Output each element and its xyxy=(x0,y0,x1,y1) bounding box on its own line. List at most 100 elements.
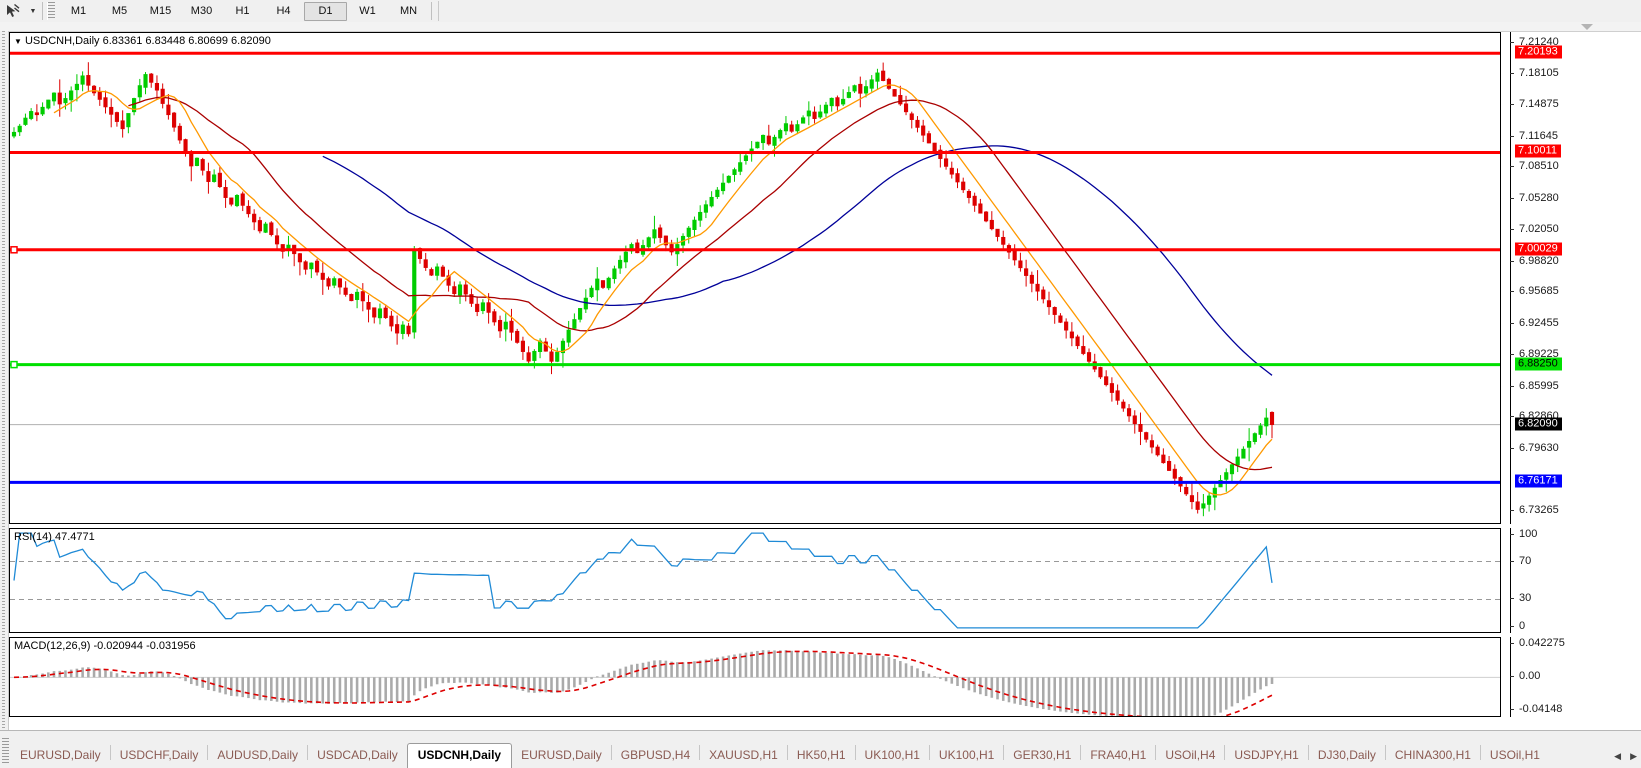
rsi-tick: 70 xyxy=(1510,555,1531,567)
chart-tabbar: EURUSD,Daily USDCHF,Daily AUDUSD,Daily USDC… xyxy=(0,730,1641,768)
price-tick: 6.92455 xyxy=(1510,317,1559,329)
chart-tabs: EURUSD,Daily USDCHF,Daily AUDUSD,Daily USDC… xyxy=(11,737,1610,768)
chart-area: ▼ USDCNH,Daily 6.83361 6.83448 6.80699 6… xyxy=(0,22,1641,744)
macd-scale[interactable]: 0.042275 0.00 -0.04148 xyxy=(1510,637,1641,717)
toolbar-empty-area xyxy=(438,1,1641,21)
rsi-label: RSI(14) 47.4771 xyxy=(14,531,95,543)
macd-tick: 0.00 xyxy=(1510,670,1540,682)
timeframe-group: M1 M5 M15 M30 H1 H4 D1 W1 MN xyxy=(58,1,434,21)
price-tick: 7.02050 xyxy=(1510,223,1559,235)
timeframe-mn[interactable]: MN xyxy=(399,5,418,17)
rsi-tick: 0 xyxy=(1510,620,1525,632)
horizontal-scrollbar[interactable] xyxy=(0,22,1641,32)
price-marker-green[interactable]: 6.88250 xyxy=(1515,357,1562,371)
timeframe-m30[interactable]: M30 xyxy=(190,5,213,17)
tab-nav[interactable]: ◀ ▶ xyxy=(1610,751,1641,768)
tab-divider xyxy=(1384,745,1386,760)
chart-panes: ▼ USDCNH,Daily 6.83361 6.83448 6.80699 6… xyxy=(9,32,1641,744)
chart-tab-ger30-h1[interactable]: GER30,H1 xyxy=(1013,748,1072,762)
tab-divider xyxy=(699,745,701,760)
tab-divider xyxy=(1479,745,1481,760)
rsi-tick: 100 xyxy=(1510,528,1537,540)
tab-divider xyxy=(1224,745,1226,760)
toolbar-divider xyxy=(42,2,43,20)
symbol-ohlc-label: ▼ USDCNH,Daily 6.83361 6.83448 6.80699 6… xyxy=(14,35,271,47)
chart-tab-usdcnh-daily[interactable]: USDCNH,Daily xyxy=(406,743,513,768)
tab-divider xyxy=(928,745,930,760)
timeframe-w1[interactable]: W1 xyxy=(359,5,376,17)
tab-divider xyxy=(109,745,111,760)
timeframe-d1[interactable]: D1 xyxy=(304,1,347,21)
macd-chart-svg xyxy=(10,650,1500,716)
price-pane[interactable]: ▼ USDCNH,Daily 6.83361 6.83448 6.80699 6… xyxy=(9,32,1501,524)
chart-tab-gbpusd-h4[interactable]: GBPUSD,H4 xyxy=(620,748,691,762)
timeframe-m5[interactable]: M5 xyxy=(111,5,128,17)
price-chart-svg xyxy=(10,51,1500,517)
toolbar: ▼ M1 M5 M15 M30 H1 H4 D1 W1 MN xyxy=(0,0,1641,23)
tab-prev-icon[interactable]: ◀ xyxy=(1614,751,1622,761)
chart-tab-usdchf-daily[interactable]: USDCHF,Daily xyxy=(119,748,199,762)
price-tick: 7.05280 xyxy=(1510,192,1559,204)
toolbar-grip[interactable] xyxy=(47,2,55,20)
price-marker-red[interactable]: 7.00029 xyxy=(1515,242,1562,256)
chart-tab-uk100-h1[interactable]: UK100,H1 xyxy=(938,748,995,762)
chart-left-grip[interactable] xyxy=(0,31,9,730)
scroll-marker-icon[interactable] xyxy=(1581,24,1593,30)
tab-divider xyxy=(610,745,612,760)
tab-divider xyxy=(786,745,788,760)
rsi-chart-svg xyxy=(10,532,1500,629)
chart-tab-china300-h1[interactable]: CHINA300,H1 xyxy=(1394,748,1471,762)
collapse-triangle-icon[interactable]: ▼ xyxy=(14,37,22,46)
tab-next-icon[interactable]: ▶ xyxy=(1630,751,1637,761)
chart-tab-xauusd-h1[interactable]: XAUUSD,H1 xyxy=(709,748,778,762)
macd-tick: 0.042275 xyxy=(1510,637,1565,649)
price-tick: 6.85995 xyxy=(1510,380,1559,392)
price-tick: 6.73265 xyxy=(1510,504,1559,516)
tab-divider xyxy=(1307,745,1309,760)
chart-tab-eurusd-daily[interactable]: EURUSD,Daily xyxy=(521,748,602,762)
price-tick: 7.11645 xyxy=(1510,130,1558,142)
chart-tab-eurusd-daily[interactable]: EURUSD,Daily xyxy=(20,748,101,762)
tab-divider xyxy=(307,745,309,760)
tab-divider xyxy=(1155,745,1157,760)
price-marker-blue[interactable]: 6.76171 xyxy=(1515,474,1562,488)
rsi-scale[interactable]: 100 70 30 0 xyxy=(1510,528,1641,633)
price-marker-red[interactable]: 7.10011 xyxy=(1515,144,1561,158)
price-tick: 6.79630 xyxy=(1510,442,1559,454)
price-tick: 7.21240 xyxy=(1510,36,1559,48)
macd-label: MACD(12,26,9) -0.020944 -0.031956 xyxy=(14,640,196,652)
rsi-pane[interactable]: RSI(14) 47.4771 xyxy=(9,528,1501,633)
macd-pane[interactable]: MACD(12,26,9) -0.020944 -0.031956 xyxy=(9,637,1501,717)
chart-tab-usoil-h4[interactable]: USOil,H4 xyxy=(1165,748,1216,762)
chart-tab-hk50-h1[interactable]: HK50,H1 xyxy=(796,748,846,762)
crosshair-cursor-icon[interactable] xyxy=(0,1,26,21)
timeframe-h4[interactable]: H4 xyxy=(276,5,291,17)
rsi-tick: 30 xyxy=(1510,592,1531,604)
price-tick: 6.98820 xyxy=(1510,255,1559,267)
price-marker-red[interactable]: 7.20193 xyxy=(1515,45,1562,59)
chart-tab-usoil-h1[interactable]: USOil,H1 xyxy=(1489,748,1540,762)
chart-tab-uk100-h1[interactable]: UK100,H1 xyxy=(864,748,920,762)
chevron-down-icon[interactable]: ▼ xyxy=(29,7,37,15)
price-tick: 7.14875 xyxy=(1510,98,1559,110)
macd-tick: -0.04148 xyxy=(1510,703,1562,715)
chart-tab-usdcad-daily[interactable]: USDCAD,Daily xyxy=(317,748,398,762)
chart-tab-fra40-h1[interactable]: FRA40,H1 xyxy=(1090,748,1147,762)
chart-tab-usdjpy-h1[interactable]: USDJPY,H1 xyxy=(1234,748,1299,762)
price-tick: 7.18105 xyxy=(1510,67,1559,79)
price-marker-black[interactable]: 6.82090 xyxy=(1515,417,1562,431)
timeframe-m1[interactable]: M1 xyxy=(70,5,87,17)
tab-divider xyxy=(854,745,856,760)
toolbar-divider xyxy=(431,2,432,20)
price-axis-line xyxy=(1510,32,1511,524)
rsi-axis-line xyxy=(1510,528,1511,633)
tab-divider xyxy=(207,745,209,760)
tabbar-grip[interactable] xyxy=(2,738,9,764)
chart-tab-dj30-daily[interactable]: DJ30,Daily xyxy=(1317,748,1376,762)
price-scale[interactable]: 7.21240 7.18105 7.14875 7.11645 7.08510 7.052… xyxy=(1510,32,1641,524)
timeframe-m15[interactable]: M15 xyxy=(149,5,172,17)
timeframe-h1[interactable]: H1 xyxy=(235,5,250,17)
tab-divider xyxy=(1003,745,1005,760)
chart-tab-audusd-daily[interactable]: AUDUSD,Daily xyxy=(217,748,299,762)
